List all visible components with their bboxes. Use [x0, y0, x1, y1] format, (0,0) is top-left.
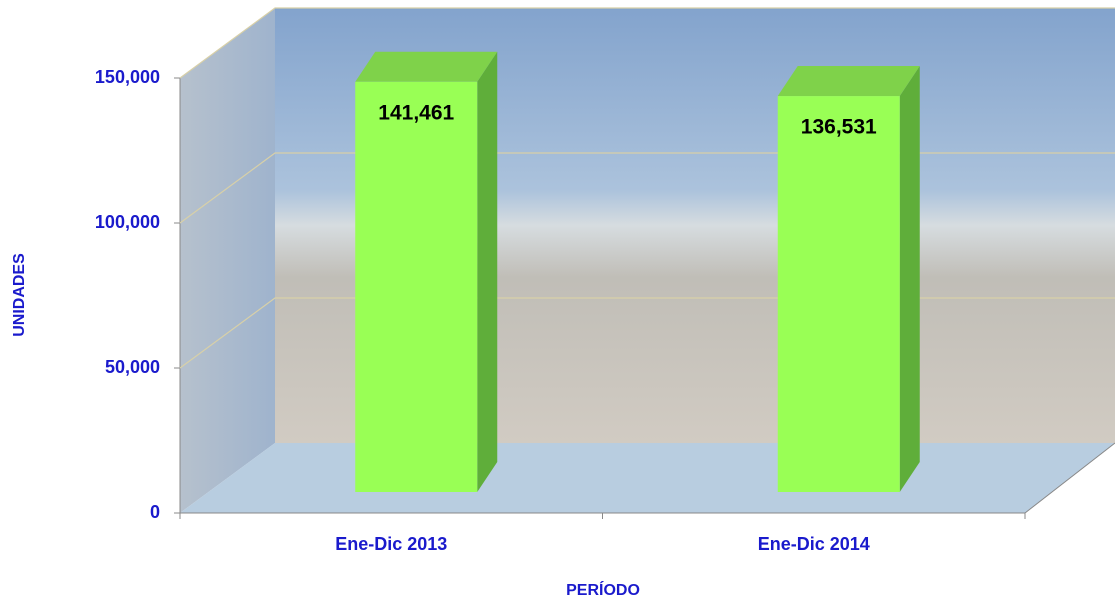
y-tick-label: 0 [150, 502, 160, 522]
bar-side [477, 51, 498, 493]
y-axis-title: UNIDADES [11, 253, 28, 337]
side-wall [180, 8, 275, 513]
y-tick-label: 50,000 [105, 357, 160, 377]
bar [355, 81, 478, 493]
y-tick-label: 100,000 [95, 212, 160, 232]
data-label: 136,531 [801, 116, 877, 139]
bar-top [777, 66, 920, 97]
bar-side [899, 66, 920, 493]
data-label: 141,461 [378, 101, 454, 124]
y-tick-label: 150,000 [95, 67, 160, 87]
x-tick-label: Ene-Dic 2013 [335, 534, 447, 554]
bar [777, 96, 900, 493]
floor-edge [1024, 442, 1115, 514]
x-axis-title: PERÍODO [566, 580, 640, 599]
x-tick-label: Ene-Dic 2014 [758, 534, 870, 554]
bar-top [355, 51, 498, 82]
grid-line [179, 7, 1115, 79]
floor [180, 443, 1115, 513]
